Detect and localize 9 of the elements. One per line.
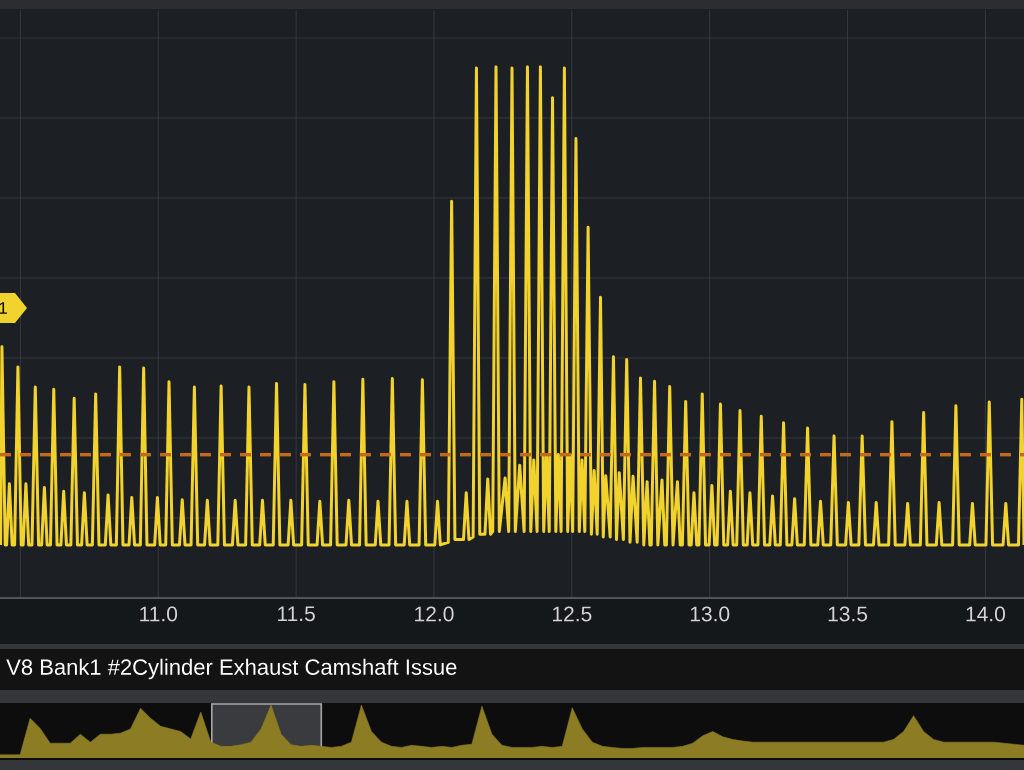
annotation: 1	[0, 302, 7, 314]
x-tick-label: 13.5	[828, 606, 868, 622]
x-tick-label: 12.5	[553, 606, 592, 622]
x-tick-label: 14.0	[966, 606, 1006, 622]
x-tick-label: 11.5	[278, 606, 315, 622]
text: V8 Bank1 #2Cylinder Exhaust Camshaft Issue	[6, 658, 457, 680]
x-tick-label: 13.0	[690, 606, 730, 622]
x-tick-label: 11.0	[140, 606, 178, 622]
x-tick-label: 12.0	[415, 606, 454, 622]
